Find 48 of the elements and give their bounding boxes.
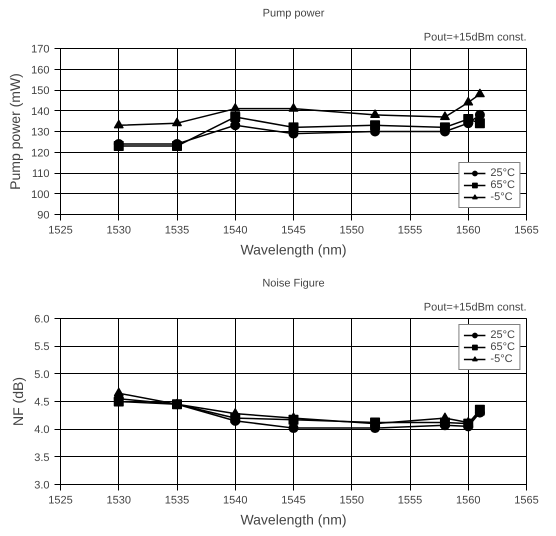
x-tick-label: 1525	[48, 224, 73, 236]
x-tick-label: 1540	[223, 494, 248, 506]
legend-label: -5°C	[490, 353, 513, 365]
y-tick-label: 120	[31, 147, 50, 160]
y-tick-label: 6.0	[34, 314, 50, 326]
y-tick-label: 90	[37, 210, 50, 222]
x-tick-label: 1560	[456, 494, 480, 506]
text: Pout=+15dBm const.	[424, 302, 526, 314]
x-axis-title: Wavelength (nm)	[240, 242, 347, 258]
y-tick-label: 5.0	[34, 368, 50, 381]
x-tick-label: 1525	[48, 494, 73, 506]
legend-label: -5°C	[490, 191, 513, 203]
x-tick-label: 1530	[106, 494, 131, 506]
chart-title: Noise Figure	[262, 278, 325, 290]
y-tick-label: 150	[31, 85, 50, 97]
y-tick-label: 5.5	[34, 341, 50, 354]
x-tick-label: 1530	[106, 224, 131, 236]
chart-title: Pump power	[262, 8, 325, 20]
y-axis-title: Pump power (mW)	[7, 73, 24, 190]
x-tick-label: 1545	[281, 494, 306, 506]
y-tick-label: 3.0	[34, 480, 50, 492]
y-axis-title: NF (dB)	[10, 377, 26, 426]
x-tick-label: 1545	[281, 224, 306, 236]
y-tick-label: 100	[31, 188, 50, 201]
legend-label: 25°C	[490, 329, 515, 341]
x-tick-label: 1540	[223, 224, 248, 236]
x-tick-label: 1550	[340, 494, 364, 506]
legend-label: 65°C	[490, 341, 515, 353]
y-tick-label: 4.5	[34, 396, 50, 408]
y-tick-label: 3.5	[34, 452, 50, 464]
y-tick-label: 130	[31, 126, 50, 138]
y-tick-label: 140	[31, 106, 50, 118]
x-axis-title: Wavelength (nm)	[240, 512, 347, 528]
y-tick-label: 4.0	[34, 424, 50, 436]
x-tick-label: 1565	[514, 494, 539, 506]
legend-label: 65°C	[490, 179, 515, 191]
x-tick-label: 1555	[398, 494, 422, 506]
x-tick-label: 1560	[456, 224, 480, 236]
x-tick-label: 1565	[514, 224, 539, 236]
x-tick-label: 1550	[340, 224, 364, 236]
y-tick-label: 170	[31, 44, 50, 56]
legend-label: 25°C	[490, 167, 515, 179]
text: Pout=+15dBm const.	[424, 32, 526, 44]
x-tick-label: 1535	[164, 494, 190, 506]
y-tick-label: 110	[32, 168, 50, 180]
x-tick-label: 1555	[398, 224, 422, 236]
x-tick-label: 1535	[164, 224, 190, 236]
y-tick-label: 160	[31, 64, 50, 76]
